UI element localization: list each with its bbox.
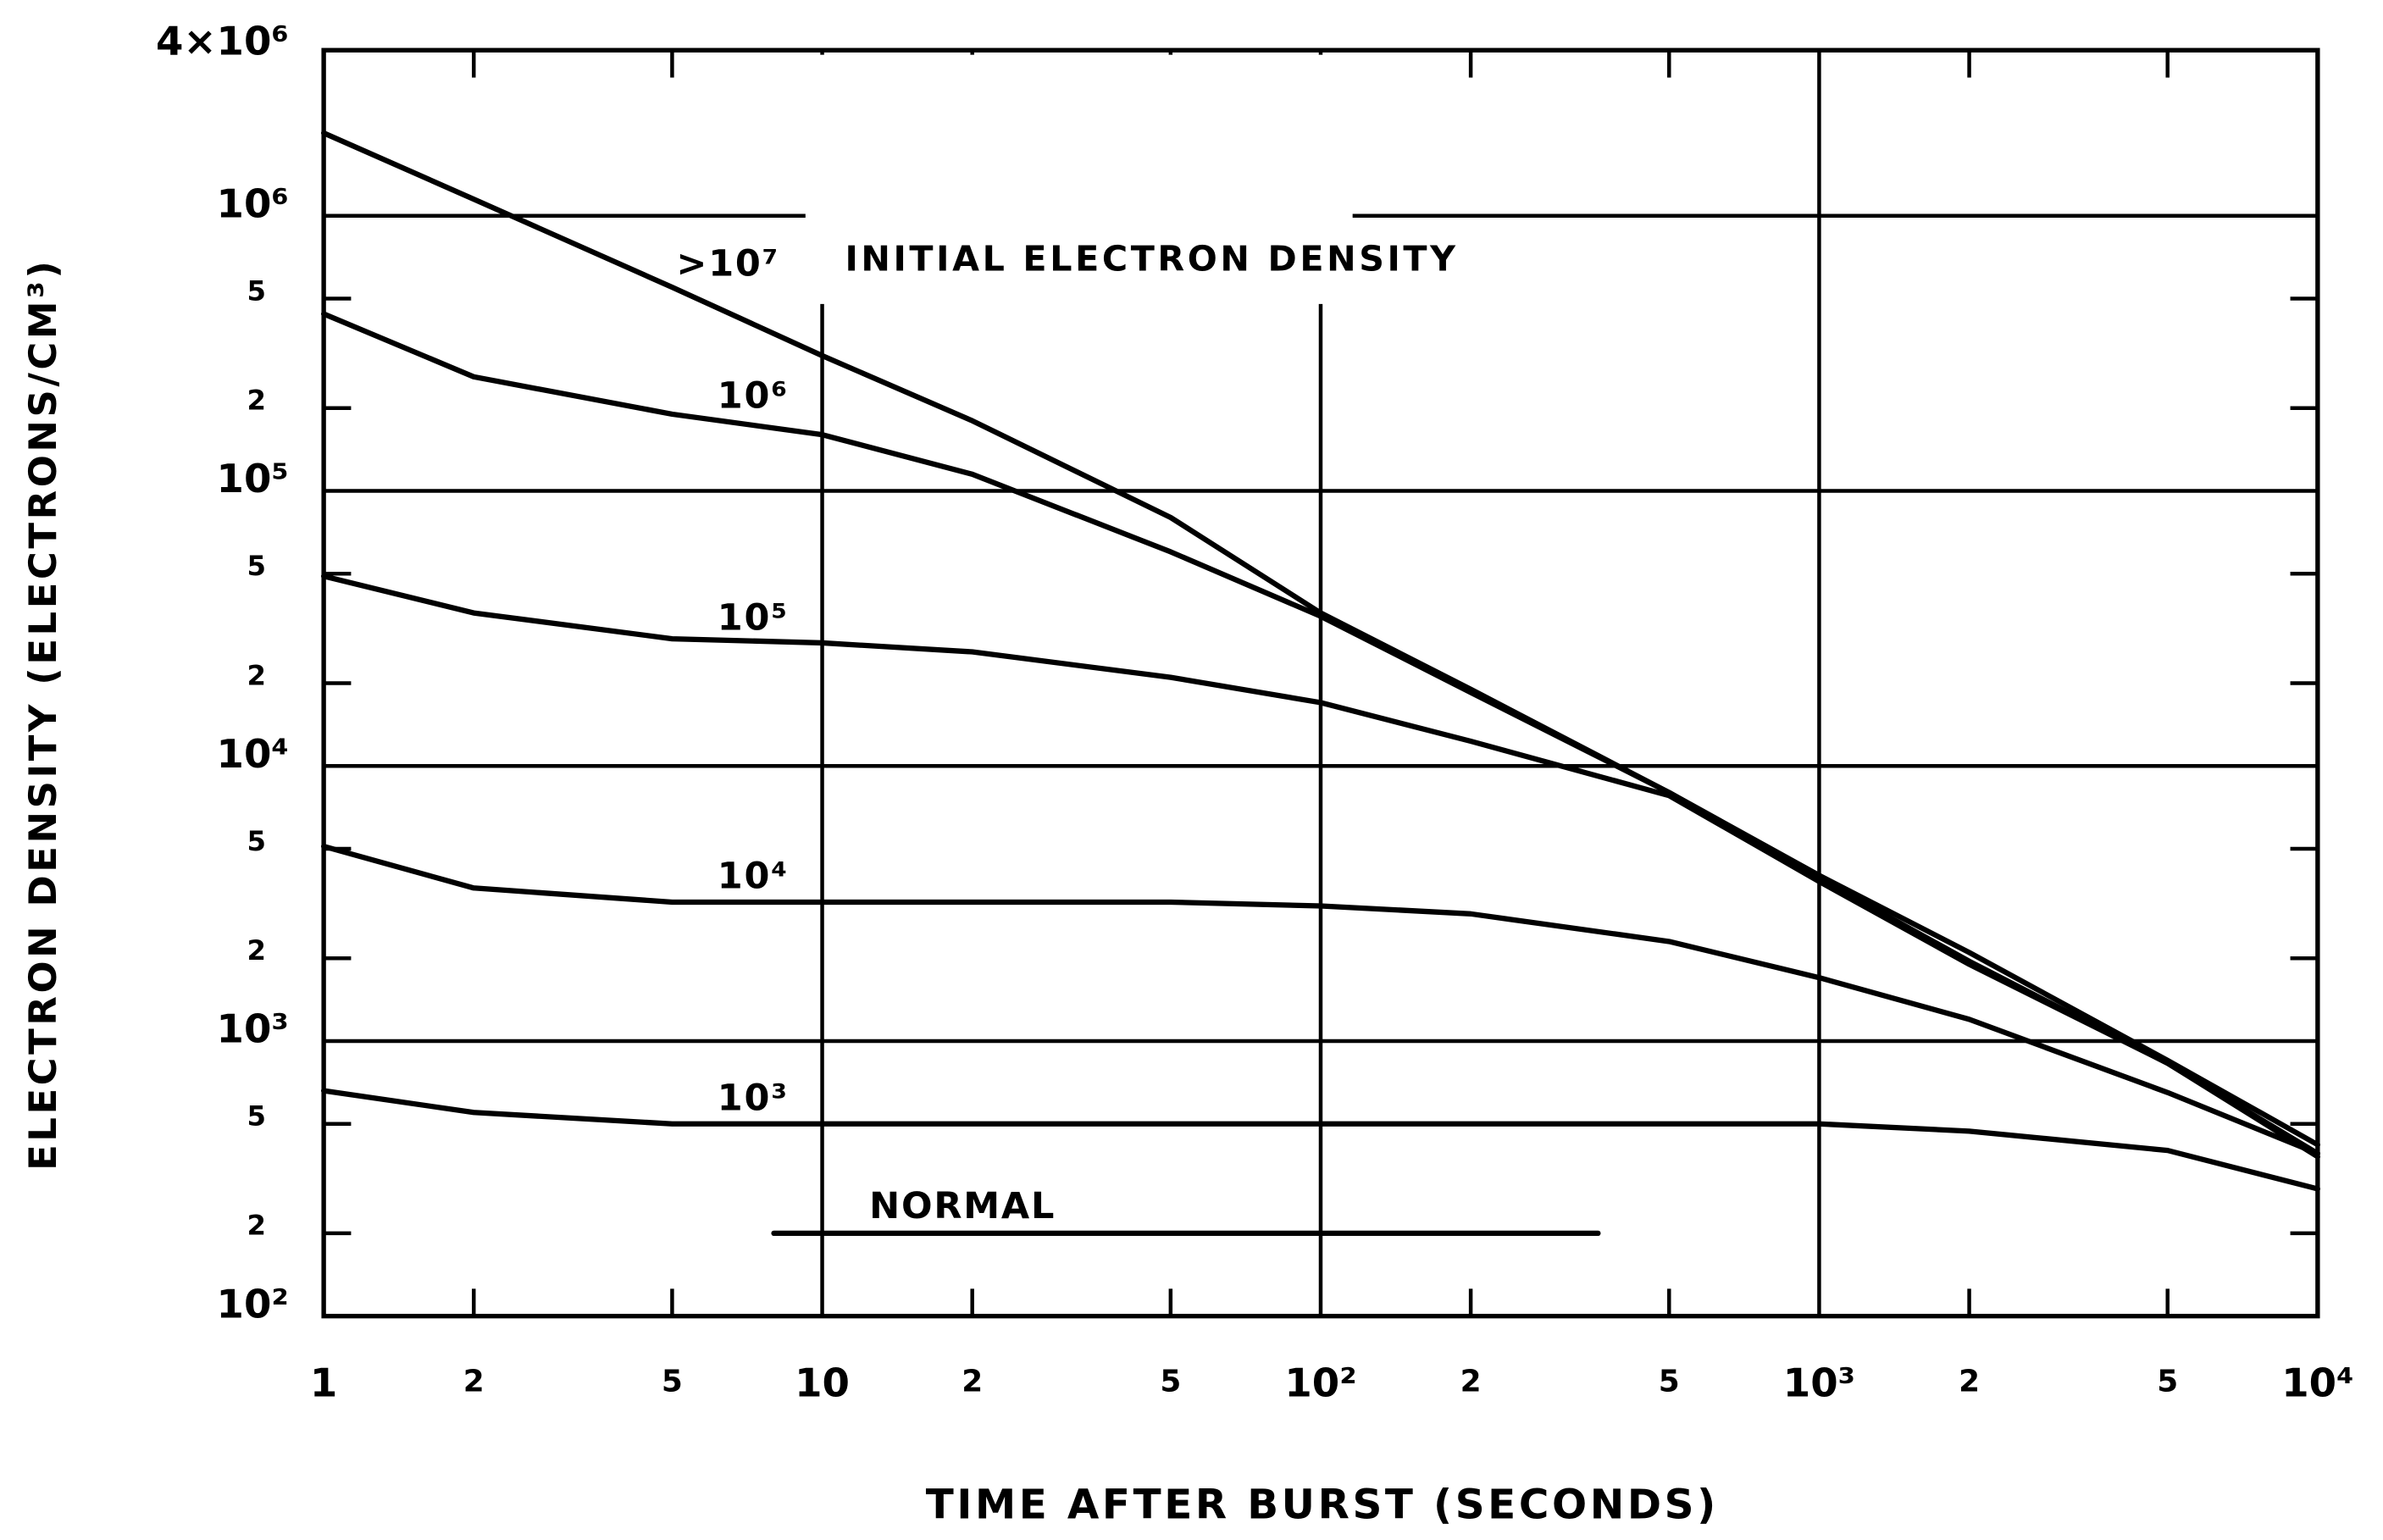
line xyxy=(320,844,2320,1156)
x-tick-label: 10⁴ xyxy=(2281,1360,2353,1406)
line xyxy=(320,311,2320,1156)
y-tick-label: 5 xyxy=(247,825,265,857)
x-tick-label: 2 xyxy=(962,1365,983,1399)
y-tick-label: 10⁶ xyxy=(217,181,289,227)
x-tick-label: 2 xyxy=(1959,1365,1980,1399)
x-tick-label: 10 xyxy=(795,1360,850,1406)
series-label: 10⁵ xyxy=(718,597,789,640)
x-tick-label: 10² xyxy=(1284,1360,1356,1406)
line xyxy=(320,130,2320,1148)
series-label: NORMAL xyxy=(869,1185,1056,1227)
y-tick-label: 2 xyxy=(247,385,265,417)
y-tick-label: 10² xyxy=(217,1281,289,1327)
y-tick-label: 5 xyxy=(247,1100,265,1133)
series-label: 10³ xyxy=(718,1077,789,1119)
x-tick-label: 5 xyxy=(1659,1365,1680,1399)
x-tick-label: 1 xyxy=(310,1360,337,1406)
x-tick-label: 10³ xyxy=(1783,1360,1855,1406)
y-tick-label: 10⁴ xyxy=(217,731,289,777)
x-tick-label: 2 xyxy=(1460,1365,1482,1399)
x-tick-label: 2 xyxy=(463,1365,485,1399)
annotation: INITIAL ELECTRON DENSITY xyxy=(845,239,1458,280)
y-tick-label: 2 xyxy=(247,934,265,967)
series-label: >10⁷ xyxy=(676,243,779,285)
annotation-background xyxy=(805,54,1353,304)
line xyxy=(320,1088,2320,1192)
y-tick-label: 5 xyxy=(247,550,265,582)
line xyxy=(320,573,2320,1160)
y-tick-label: 5 xyxy=(247,274,265,307)
series-label: 10⁴ xyxy=(718,856,789,898)
x-tick-label: 5 xyxy=(662,1365,683,1399)
y-axis-label: ELECTRON DENSITY (ELECTRONS/CM³) xyxy=(20,258,65,1171)
y-tick-label: 10³ xyxy=(217,1006,289,1052)
x-tick-label: 5 xyxy=(2157,1365,2178,1399)
x-axis-label: TIME AFTER BURST (SECONDS) xyxy=(926,1482,1719,1529)
y-tick-label: 10⁵ xyxy=(217,456,289,501)
series-label: 10⁶ xyxy=(718,375,789,418)
y-tick-label: 4×10⁶ xyxy=(156,19,289,64)
y-tick-label: 2 xyxy=(247,1210,265,1242)
x-tick-label: 5 xyxy=(1160,1365,1181,1399)
y-tick-label: 2 xyxy=(247,659,265,691)
